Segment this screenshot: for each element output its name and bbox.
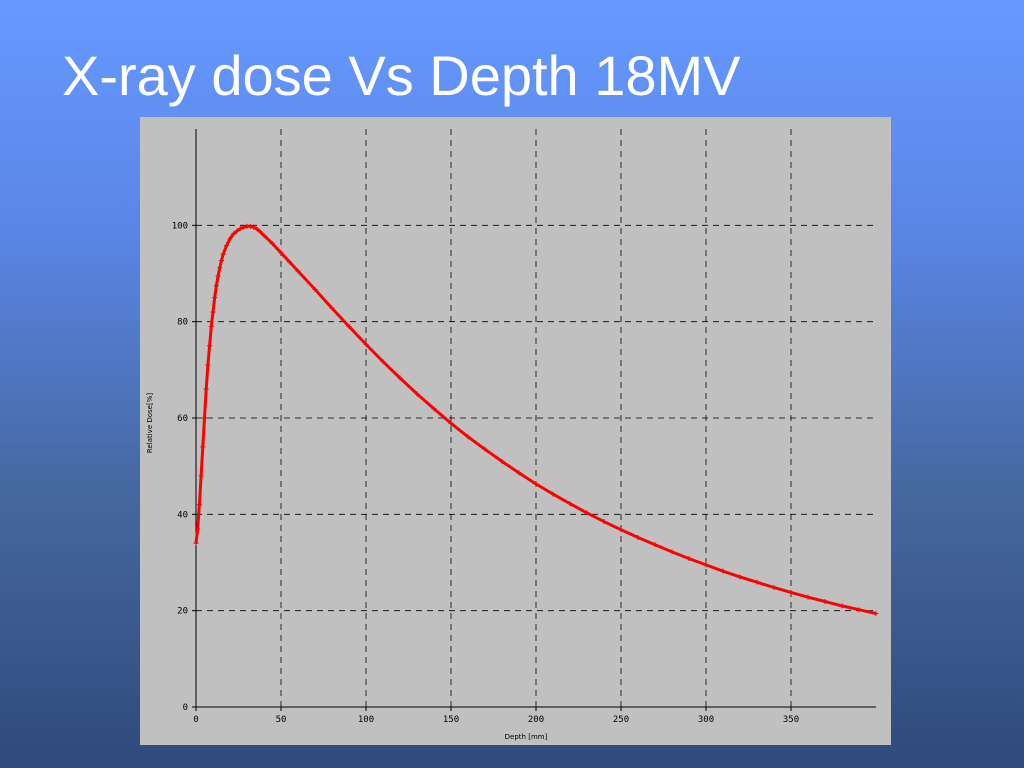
x-tick-label: 0 bbox=[193, 715, 198, 725]
data-point bbox=[669, 549, 675, 555]
data-point bbox=[224, 243, 230, 249]
data-point bbox=[203, 386, 209, 392]
data-point bbox=[219, 257, 224, 263]
chart-panel: 0 50 100 150 200 250 300 350 0 20 40 60 80 100 Depth … bbox=[140, 117, 891, 745]
data-point bbox=[635, 534, 641, 540]
data-point bbox=[278, 250, 284, 256]
x-tick-label: 100 bbox=[358, 715, 374, 725]
data-point bbox=[533, 481, 539, 487]
data-point bbox=[414, 391, 420, 397]
data-point bbox=[295, 268, 301, 274]
data-point bbox=[805, 594, 811, 600]
x-tick-label: 350 bbox=[783, 715, 799, 725]
data-point bbox=[329, 305, 335, 311]
data-point bbox=[686, 556, 692, 562]
data-point bbox=[230, 231, 236, 237]
series-layer bbox=[193, 223, 879, 617]
data-point bbox=[431, 406, 437, 412]
data-point bbox=[261, 232, 267, 238]
data-point bbox=[254, 226, 260, 232]
data-point bbox=[195, 526, 201, 532]
data-point bbox=[839, 603, 845, 609]
data-point bbox=[198, 473, 204, 479]
y-tick-label: 20 bbox=[177, 607, 188, 617]
x-tick-label: 200 bbox=[528, 715, 544, 725]
data-point bbox=[482, 446, 488, 452]
axes bbox=[192, 129, 876, 711]
data-point bbox=[217, 265, 223, 271]
data-point bbox=[220, 251, 226, 257]
y-tick-label: 0 bbox=[183, 703, 188, 713]
data-point bbox=[788, 589, 794, 595]
data-point bbox=[251, 224, 257, 230]
x-tick-label: 250 bbox=[613, 715, 629, 725]
data-point bbox=[196, 502, 202, 508]
data-point bbox=[601, 519, 607, 525]
data-point bbox=[822, 599, 828, 605]
data-point bbox=[241, 224, 247, 230]
data-point bbox=[448, 420, 454, 426]
data-point bbox=[202, 415, 207, 421]
slide-title: X-ray dose Vs Depth 18MV bbox=[62, 44, 741, 107]
x-axis-title: Depth [mm] bbox=[505, 733, 548, 741]
y-tick-label: 60 bbox=[177, 414, 188, 424]
data-point bbox=[215, 273, 221, 279]
data-point bbox=[346, 323, 352, 329]
data-point bbox=[567, 501, 573, 507]
data-point bbox=[212, 295, 218, 301]
y-tick-label: 40 bbox=[177, 510, 188, 520]
data-point bbox=[193, 540, 199, 546]
tick-labels: 0 50 100 150 200 250 300 350 0 20 40 60 80 100 bbox=[172, 221, 799, 725]
y-tick-label: 100 bbox=[172, 221, 188, 231]
data-point bbox=[720, 568, 726, 574]
data-point bbox=[499, 458, 505, 464]
data-point bbox=[287, 259, 292, 265]
x-tick-label: 300 bbox=[698, 715, 714, 725]
data-point bbox=[207, 343, 213, 349]
data-point bbox=[771, 585, 777, 591]
data-point bbox=[234, 228, 240, 234]
data-point bbox=[703, 562, 709, 568]
y-tick-label: 80 bbox=[177, 318, 188, 328]
data-point bbox=[258, 229, 264, 235]
data-point bbox=[208, 323, 214, 329]
data-point bbox=[270, 241, 275, 247]
grid-lines bbox=[196, 129, 876, 707]
data-point bbox=[550, 491, 556, 497]
data-point bbox=[237, 226, 243, 232]
dose-depth-chart: 0 50 100 150 200 250 300 350 0 20 40 60 80 100 Depth … bbox=[146, 129, 879, 741]
data-point bbox=[397, 375, 403, 381]
data-point bbox=[247, 223, 253, 229]
data-point bbox=[856, 607, 862, 613]
y-axis-title: Relative Dose[%] bbox=[146, 393, 154, 453]
data-point bbox=[873, 611, 879, 617]
data-point bbox=[754, 579, 760, 585]
data-point bbox=[200, 444, 206, 450]
data-point bbox=[465, 434, 471, 440]
data-point bbox=[618, 527, 624, 533]
data-point bbox=[737, 574, 743, 580]
x-tick-label: 150 bbox=[443, 715, 459, 725]
data-point bbox=[584, 510, 590, 516]
data-point bbox=[516, 470, 522, 476]
data-point bbox=[227, 236, 233, 242]
data-point bbox=[312, 286, 318, 292]
data-point bbox=[652, 542, 658, 548]
data-point bbox=[363, 341, 369, 347]
data-point bbox=[210, 309, 216, 315]
data-point bbox=[205, 362, 211, 368]
data-point bbox=[380, 359, 386, 365]
data-point bbox=[213, 283, 219, 289]
x-tick-label: 50 bbox=[276, 715, 287, 725]
